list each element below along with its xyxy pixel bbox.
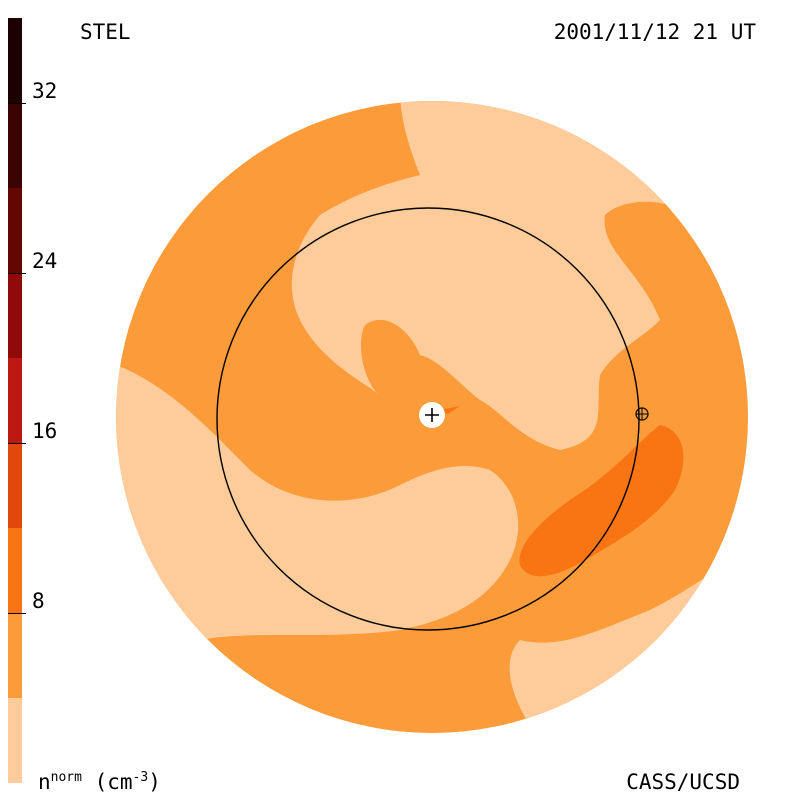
- quantity-symbol: n: [38, 770, 51, 794]
- colorbar-band-1: [8, 613, 22, 698]
- colorbar-tick-label: 32: [32, 79, 58, 103]
- colorbar-band-4: [8, 358, 22, 443]
- earth-cross-icon: [636, 408, 648, 420]
- colorbar-band-5: [8, 273, 22, 358]
- colorbar-tick-mark: [8, 613, 26, 614]
- colorbar-band-8: [8, 18, 22, 103]
- high-density-region: [519, 425, 684, 577]
- colorbar-band-3: [8, 443, 22, 528]
- colorbar-unit-label: nnorm (cm-3): [38, 770, 161, 794]
- unit-superscript: -3: [132, 770, 149, 785]
- timestamp-label: 2001/11/12 21 UT: [553, 20, 756, 44]
- low-density-wedge-west: [116, 420, 185, 440]
- quantity-superscript: norm: [50, 770, 82, 785]
- observatory-label: STEL: [80, 20, 131, 44]
- colorbar-tick-mark: [8, 443, 26, 444]
- colorbar-tick-label: 16: [32, 419, 58, 443]
- colorbar-band-0: [8, 698, 22, 783]
- colorbar-tick-label: 8: [32, 589, 45, 613]
- low-density-arm-south: [116, 360, 519, 643]
- sun-cross-icon: [425, 408, 439, 422]
- credit-label: CASS/UCSD: [626, 770, 740, 794]
- colorbar-tick-mark: [8, 103, 26, 104]
- colorbar-band-6: [8, 188, 22, 273]
- colorbar-tick-mark: [8, 273, 26, 274]
- unit-open: (cm: [81, 770, 133, 794]
- unit-close: ): [148, 770, 161, 794]
- high-density-sliver: [440, 406, 460, 414]
- colorbar-band-7: [8, 103, 22, 188]
- colorbar-band-2: [8, 528, 22, 613]
- colorbar-tick-label: 24: [32, 249, 58, 273]
